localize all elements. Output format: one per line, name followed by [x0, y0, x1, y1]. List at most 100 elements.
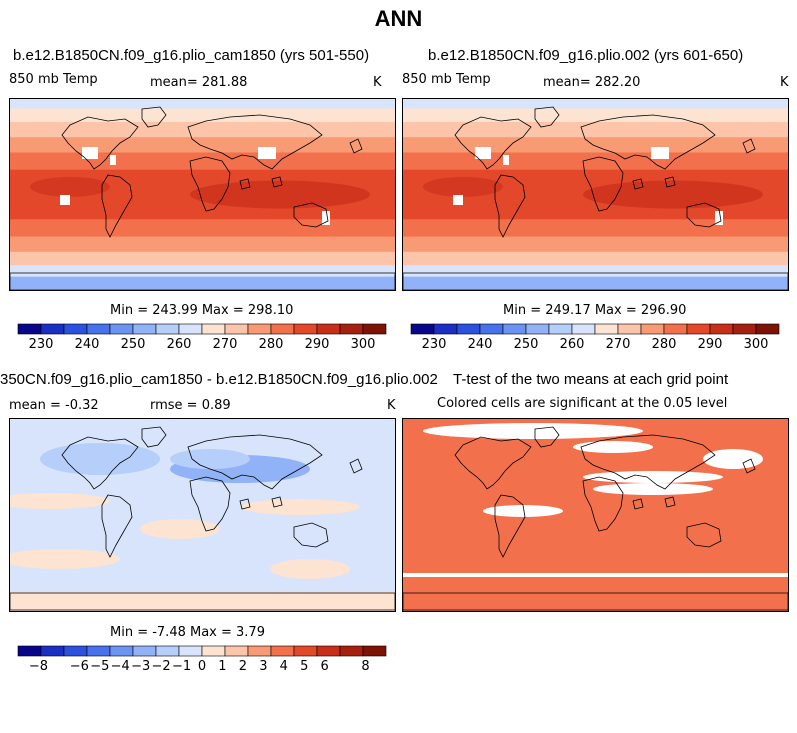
coastline: [403, 272, 788, 290]
colorbar-tick-label: 3: [259, 659, 267, 674]
diff-anomaly: [10, 549, 120, 569]
diff-anomaly: [40, 443, 160, 475]
coastline: [632, 178, 644, 190]
panel1-map: [9, 98, 396, 291]
figure-title: ANN: [374, 6, 423, 31]
panel4-title: T-test of the two means at each grid poi…: [453, 371, 729, 388]
temperature-band: [403, 265, 788, 278]
panel3-colorbar-svg: −8 −6 −5 −4 −3 −2 −1 0 1 2 3 4 5 6 8: [17, 645, 387, 674]
colorbar-swatch: [293, 323, 318, 335]
coastline: [271, 496, 283, 508]
missing-data-patch: [651, 147, 669, 159]
temperature-band: [10, 99, 395, 110]
colorbar-tick-label: 270: [213, 337, 238, 352]
colorbar-tick-label: −3: [131, 659, 150, 674]
colorbar-tick-label: −5: [90, 659, 109, 674]
colorbar-swatch: [132, 323, 157, 335]
colorbar-swatch: [316, 323, 341, 335]
temperature-band: [10, 121, 395, 138]
missing-data-patch: [258, 147, 276, 159]
panel1-map-field: [10, 99, 395, 290]
panel3-units: K: [387, 398, 396, 413]
diff-anomaly: [140, 519, 220, 539]
colorbar-tick-label: 8: [361, 659, 369, 674]
colorbar-swatch: [617, 323, 642, 335]
missing-data-patch: [475, 147, 491, 159]
coastline: [494, 494, 526, 558]
non-significant-cells: [423, 423, 643, 439]
colorbar-swatch: [339, 645, 364, 657]
temperature-band: [10, 152, 395, 171]
colorbar-tick-label: 5: [300, 659, 308, 674]
temperature-band: [10, 236, 395, 253]
temperature-band: [10, 276, 395, 290]
diff-anomaly: [10, 493, 110, 509]
colorbar-tick-label: −4: [111, 659, 130, 674]
temperature-band: [403, 99, 788, 110]
coastline: [189, 156, 231, 212]
colorbar-swatch: [479, 323, 504, 335]
panel2-left-label: 850 mb Temp: [402, 72, 491, 87]
panel4-map: [402, 418, 789, 612]
colorbar-swatch: [502, 323, 527, 335]
non-significant-cells: [593, 483, 713, 495]
coastline: [101, 494, 133, 558]
colorbar-swatch: [63, 645, 88, 657]
temperature-band: [403, 121, 788, 138]
coastline: [742, 458, 756, 474]
missing-data-patch: [503, 155, 509, 165]
temperature-band: [403, 236, 788, 253]
warm-pool: [423, 176, 503, 197]
coastline: [239, 498, 251, 510]
colorbar-swatch: [247, 645, 272, 657]
colorbar-swatch: [339, 323, 364, 335]
coastline: [293, 522, 329, 548]
non-significant-cells: [703, 449, 763, 469]
coastline: [187, 114, 323, 170]
colorbar-tick-label: 2: [239, 659, 247, 674]
colorbar-swatch: [86, 645, 111, 657]
colorbar-swatch: [755, 323, 780, 335]
colorbar-swatch: [270, 323, 295, 335]
coastline: [349, 458, 363, 474]
coastline: [582, 476, 624, 532]
coastline: [271, 176, 283, 188]
non-significant-cells: [583, 471, 723, 483]
colorbar-swatch: [155, 645, 180, 657]
panel1-stats: Min = 243.99 Max = 298.10: [110, 303, 294, 318]
colorbar-swatch: [594, 323, 619, 335]
panel2-colorbar-svg: 230 240 250 260 270 280 290 300: [410, 323, 780, 352]
panel1-left-label: 850 mb Temp: [9, 72, 98, 87]
colorbar-tick-label: 260: [167, 337, 192, 352]
colorbar-tick-label: 260: [560, 337, 585, 352]
non-significant-cells: [573, 441, 653, 453]
coastline: [534, 426, 560, 448]
coastline: [664, 176, 676, 188]
colorbar-swatch: [433, 323, 458, 335]
panel3-stats: Min = -7.48 Max = 3.79: [110, 625, 265, 640]
colorbar-swatch: [362, 323, 387, 335]
coastline: [664, 496, 676, 508]
coastline: [742, 138, 756, 154]
panel2-colorbar: 230 240 250 260 270 280 290 300: [410, 323, 780, 352]
panel2-map-field: [403, 99, 788, 290]
temperature-band: [10, 108, 395, 123]
colorbar-swatch: [316, 645, 341, 657]
coastline: [580, 434, 716, 490]
colorbar-swatch: [686, 323, 711, 335]
panel1-colorbar: 230 240 250 260 270 280 290 300: [17, 323, 387, 352]
colorbar-tick-label: −8: [29, 659, 48, 674]
missing-data-patch: [715, 211, 723, 225]
colorbar-tick-label: 240: [468, 337, 493, 352]
temperature-band: [403, 108, 788, 123]
colorbar-swatch: [247, 323, 272, 335]
colorbar-swatch: [40, 323, 65, 335]
colorbar-tick-label: 280: [259, 337, 284, 352]
panel3-left-label: mean = -0.32: [9, 398, 99, 413]
missing-data-patch: [82, 147, 98, 159]
temperature-band: [10, 251, 395, 266]
panel1-center-label: mean= 281.88: [150, 75, 248, 90]
colorbar-swatch: [178, 323, 203, 335]
colorbar-swatch: [63, 323, 88, 335]
panel2-stats: Min = 249.17 Max = 296.90: [503, 303, 687, 318]
